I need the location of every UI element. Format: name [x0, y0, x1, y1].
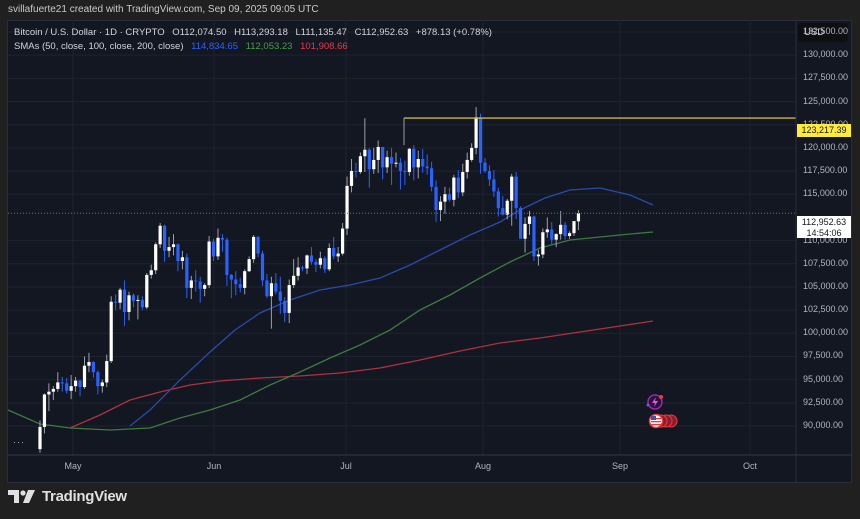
symbol-ohlc-row[interactable]: Bitcoin / U.S. Dollar · 1D · CRYPTO O112… [14, 26, 497, 40]
tradingview-logo-text: TradingView [42, 488, 127, 505]
price-tick-label: 92,500.00 [803, 396, 844, 407]
open-value: O112,074.50 [172, 27, 227, 38]
close-value: C112,952.63 [354, 27, 409, 38]
sma-label: SMAs (50, close, 100, close, 200, close) [14, 41, 184, 52]
high-value: H113,293.18 [234, 27, 288, 38]
sma50-value: 114,834.65 [191, 41, 238, 52]
attribution-text: svillafuerte21 created with TradingView.… [8, 4, 319, 15]
price-tick-label: 132,500.00 [803, 26, 849, 36]
change-value: +878.13 (+0.78%) [415, 27, 492, 38]
price-tick-label: 130,000.00 [803, 49, 849, 60]
symbol-name: Bitcoin / U.S. Dollar · 1D · CRYPTO [14, 27, 165, 38]
price-tick-label: 105,000.00 [803, 280, 849, 291]
bar-countdown: 14:54:06 [806, 227, 842, 238]
tradingview-logo-icon [8, 489, 35, 503]
price-tick-label: 125,000.00 [803, 95, 849, 106]
us-flag-economic-event-icon[interactable] [648, 413, 678, 429]
price-tick-label: 127,500.00 [803, 72, 849, 83]
price-tick-label: 100,000.00 [803, 327, 849, 338]
time-tick-label: Jul [340, 461, 352, 471]
event-markers[interactable] [630, 382, 690, 442]
price-tick-label: 97,500.00 [803, 350, 844, 361]
low-value: L111,135.47 [295, 27, 347, 38]
time-tick-label: Sep [611, 461, 629, 471]
chart-legend: Bitcoin / U.S. Dollar · 1D · CRYPTO O112… [14, 26, 497, 54]
currency-button[interactable]: USD [798, 23, 848, 42]
price-tick-label: 90,000.00 [803, 420, 844, 430]
bolt-event-icon[interactable] [646, 394, 664, 410]
sma-indicator-row[interactable]: SMAs (50, close, 100, close, 200, close)… [14, 40, 497, 54]
price-tick-label: 120,000.00 [803, 141, 849, 152]
time-tick-label: Jun [206, 461, 222, 471]
last-price-label: 112,952.63 14:54:06 [797, 216, 851, 238]
tradingview-logo[interactable]: TradingView [8, 488, 127, 505]
sma100-value: 112,053.23 [245, 41, 293, 52]
last-price-value: 112,952.63 [801, 217, 847, 227]
price-tick-label: 110,000.00 [803, 234, 848, 245]
time-tick-label: May [64, 461, 82, 471]
price-tick-label: 122,500.00 [803, 119, 848, 129]
chart-frame [7, 20, 852, 483]
time-tick-label: Oct [742, 461, 758, 471]
price-tick-label: 117,500.00 [803, 165, 848, 176]
price-tick-label: 95,000.00 [803, 373, 844, 384]
sma200-value: 101,908.66 [300, 41, 348, 52]
time-tick-label: Aug [474, 461, 492, 471]
more-options-dots[interactable]: ··· [13, 437, 25, 447]
resistance-price-label: 123,217.39 [797, 124, 851, 137]
candlestick-series [38, 107, 581, 453]
price-tick-label: 115,000.00 [803, 188, 848, 199]
chart-annotations [8, 117, 796, 214]
price-tick-label: 107,500.00 [803, 257, 849, 268]
price-tick-label: 102,500.00 [803, 304, 849, 315]
moving-average-lines [7, 187, 654, 431]
